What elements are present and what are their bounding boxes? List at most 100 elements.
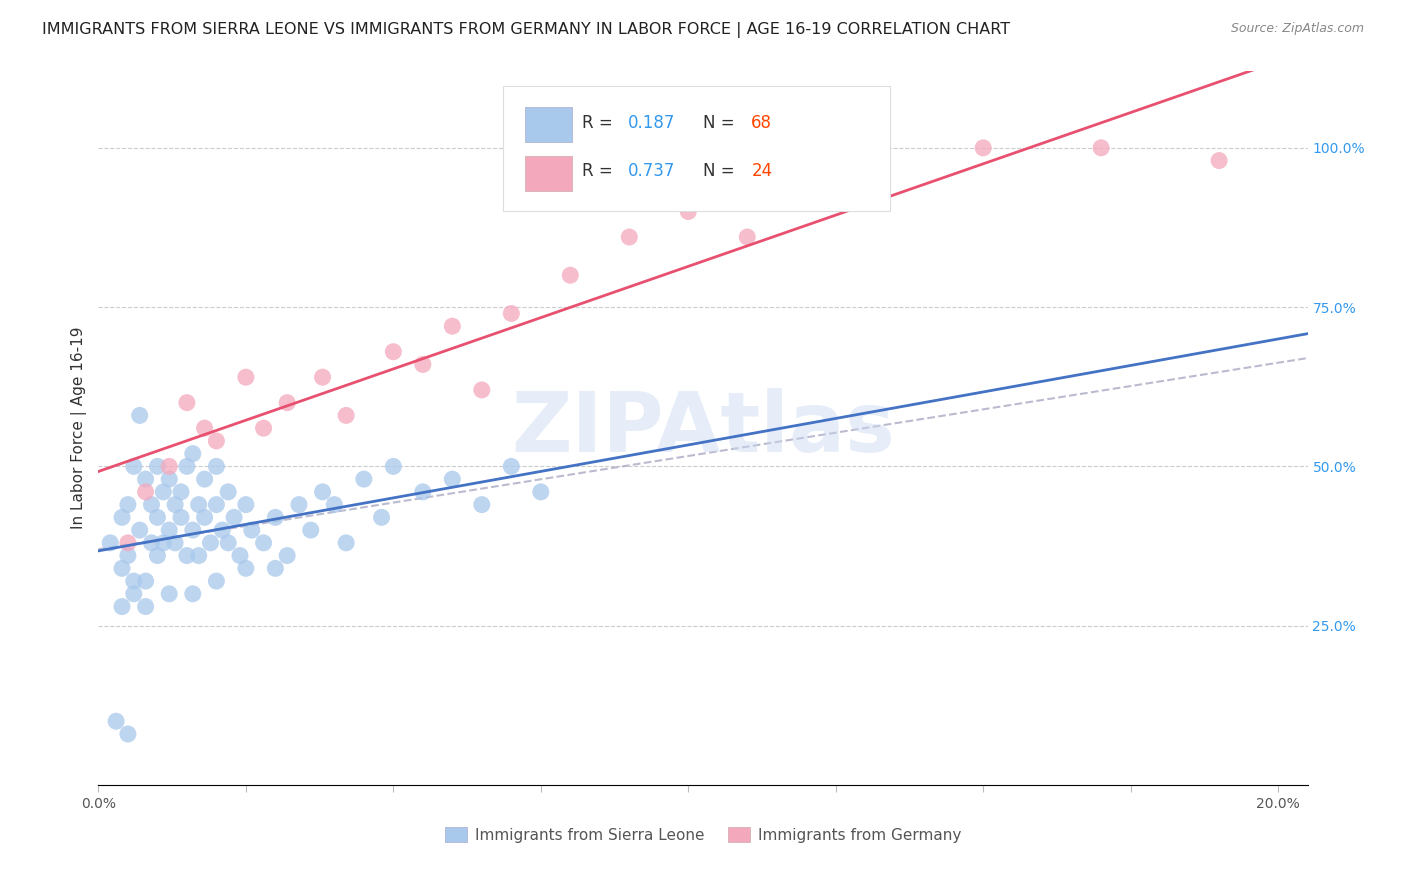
Point [217,536,239,550]
Point [264,561,287,575]
Point [135,574,157,588]
Point [276,549,298,563]
Text: N =: N = [703,162,740,180]
Point [200,536,222,550]
Point [560,268,582,283]
Point [157,459,180,474]
Point [382,344,405,359]
Legend: Immigrants from Sierra Leone, Immigrants from Germany: Immigrants from Sierra Leone, Immigrants… [439,821,967,848]
Point [117,536,139,550]
Point [441,472,464,486]
Text: R =: R = [582,114,619,132]
Text: Source: ZipAtlas.com: Source: ZipAtlas.com [1230,22,1364,36]
Point [299,523,322,537]
Point [229,549,252,563]
Point [619,230,641,244]
Point [152,484,174,499]
Point [335,409,357,423]
Point [205,459,228,474]
Point [105,714,128,729]
FancyBboxPatch shape [526,107,572,142]
Point [678,204,700,219]
Point [222,510,245,524]
Point [353,472,375,486]
Point [146,459,169,474]
Point [98,536,121,550]
Point [157,472,180,486]
Point [181,587,204,601]
Point [170,510,193,524]
Point [117,727,139,741]
Point [194,472,217,486]
Point [170,484,193,499]
Text: R =: R = [582,162,619,180]
Point [252,536,274,550]
Point [122,459,145,474]
Point [117,549,139,563]
Point [165,536,187,550]
Point [501,459,523,474]
Point [471,383,494,397]
Y-axis label: In Labor Force | Age 16-19: In Labor Force | Age 16-19 [72,326,87,530]
Point [240,523,263,537]
Point [194,510,217,524]
Text: 68: 68 [751,114,772,132]
Point [146,549,169,563]
Point [335,536,357,550]
Point [1090,141,1112,155]
Point [135,484,157,499]
Point [141,498,163,512]
Point [157,587,180,601]
Point [471,498,494,512]
Point [1208,153,1230,168]
Point [441,319,464,334]
Point [135,599,157,614]
Text: 0.737: 0.737 [628,162,675,180]
Text: N =: N = [703,114,740,132]
Point [252,421,274,435]
Point [152,536,174,550]
Point [276,395,298,409]
Point [211,523,233,537]
Point [122,574,145,588]
Point [141,536,163,550]
Text: ZIPAtlas: ZIPAtlas [510,388,896,468]
Point [111,561,134,575]
Point [382,459,405,474]
Point [853,166,876,180]
Point [264,510,287,524]
Point [111,510,134,524]
Point [205,434,228,448]
Point [530,484,553,499]
Point [128,409,150,423]
Point [370,510,392,524]
Point [311,484,333,499]
Text: 0.187: 0.187 [628,114,675,132]
Text: 24: 24 [751,162,772,180]
Point [181,523,204,537]
Point [412,358,434,372]
Point [187,549,209,563]
Point [181,447,204,461]
Point [217,484,239,499]
Point [288,498,311,512]
Point [135,472,157,486]
Point [235,370,257,384]
Point [311,370,333,384]
Point [205,498,228,512]
Point [176,395,198,409]
FancyBboxPatch shape [503,86,890,211]
Point [235,561,257,575]
Point [194,421,217,435]
Point [165,498,187,512]
Point [122,587,145,601]
Point [157,523,180,537]
Point [412,484,434,499]
Point [501,306,523,320]
Point [128,523,150,537]
Text: IMMIGRANTS FROM SIERRA LEONE VS IMMIGRANTS FROM GERMANY IN LABOR FORCE | AGE 16-: IMMIGRANTS FROM SIERRA LEONE VS IMMIGRAN… [42,22,1011,38]
Point [187,498,209,512]
Point [205,574,228,588]
Point [323,498,346,512]
Point [111,599,134,614]
